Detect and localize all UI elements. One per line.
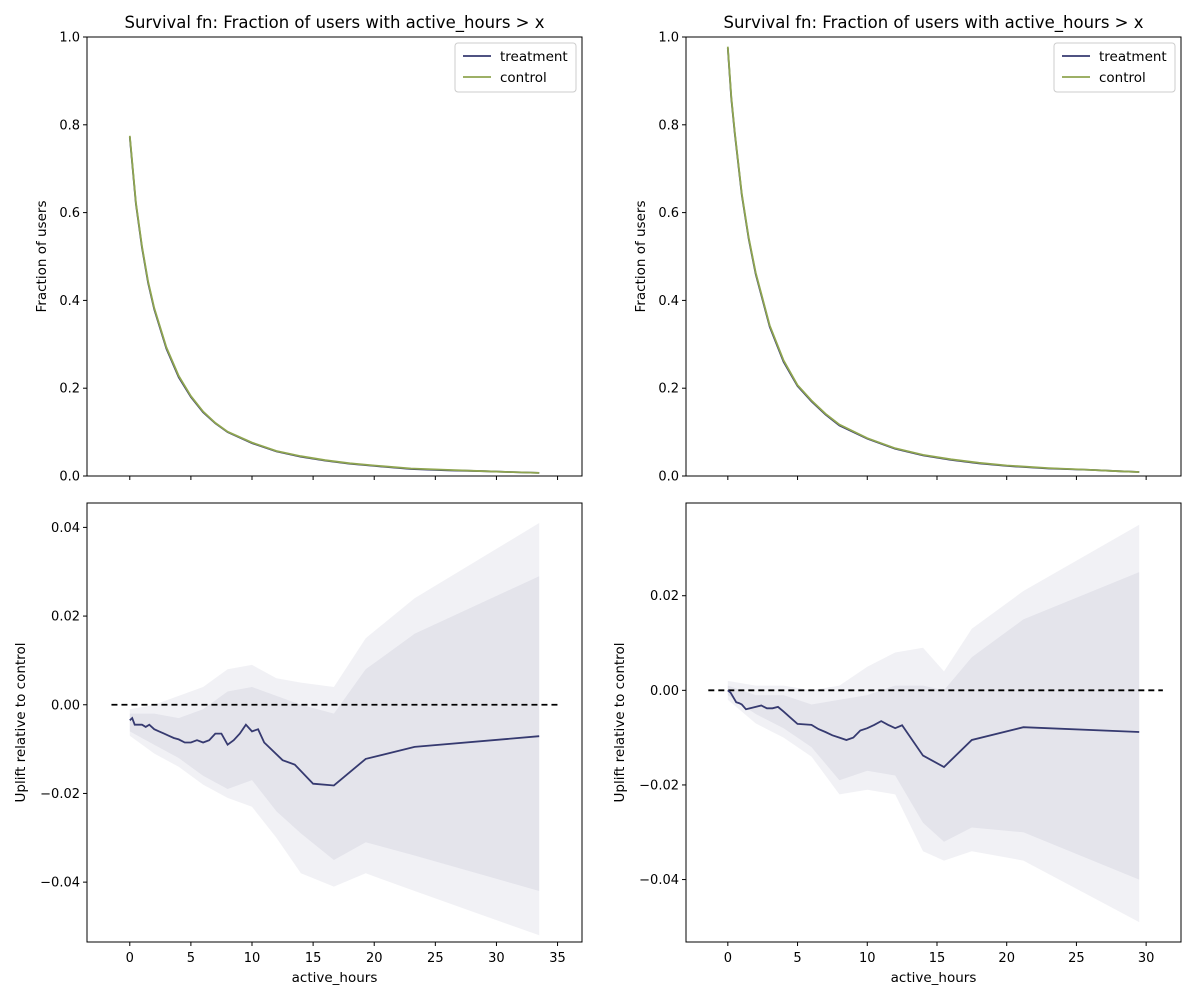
survival-right-axes-frame xyxy=(685,36,1182,477)
survival-left-y-tick-label: 0.8 xyxy=(59,118,80,133)
survival-left-line-control xyxy=(128,135,540,474)
uplift-left-y-tick-label: −0.02 xyxy=(40,787,80,802)
uplift-left-panel: 0 5 10 15 20 25 30 35 −0.04 −0.02 0.00 0.02 0.04 acti… xyxy=(13,502,583,986)
uplift-left-y-tick-label: 0.00 xyxy=(51,698,80,713)
uplift-right-y-tick-label: 0.02 xyxy=(650,589,679,604)
survival-left-y-tick-label: 1.0 xyxy=(59,31,80,46)
uplift-left-y-tick-label: −0.04 xyxy=(40,876,80,891)
uplift-right-band-inner xyxy=(727,572,1140,880)
survival-left-line-treatment xyxy=(128,137,540,474)
survival-right-y-axis-label: Fraction of users xyxy=(633,201,649,313)
uplift-left-axes-frame xyxy=(86,502,583,943)
survival-right-y-tick-label: 0.2 xyxy=(658,382,679,397)
survival-left-legend: treatment control xyxy=(454,42,577,93)
survival-right-panel: 0.0 0.2 0.4 0.6 0.8 1.0 Survival fn: Fraction … xyxy=(633,13,1182,485)
uplift-left-line-uplift xyxy=(129,716,540,787)
survival-right-y-tick-label: 0.4 xyxy=(658,294,679,309)
survival-right-line-treatment xyxy=(726,47,1140,473)
survival-left-y-tick-label: 0.2 xyxy=(59,382,80,397)
survival-left-title: Survival fn: Fraction of users with acti… xyxy=(124,13,544,33)
uplift-left-x-tick-label: 0 xyxy=(126,951,134,966)
uplift-right-x-tick-label: 25 xyxy=(1068,951,1085,966)
survival-left-y-tick-label: 0.6 xyxy=(59,206,80,221)
survival-right-legend-label-treatment: treatment xyxy=(1099,49,1167,65)
survival-right-y-tick-label: 0.6 xyxy=(658,206,679,221)
survival-right-y-tick-label: 0.8 xyxy=(658,118,679,133)
uplift-left-band-inner xyxy=(129,576,540,891)
uplift-left-y-tick-label: 0.04 xyxy=(51,521,80,536)
uplift-left-y-tick-label: 0.02 xyxy=(51,610,80,625)
uplift-left-x-axis-label: active_hours xyxy=(292,970,378,986)
survival-left-legend-label-control: control xyxy=(500,70,547,86)
uplift-left-x-tick-label: 20 xyxy=(366,951,383,966)
survival-right-legend: treatment control xyxy=(1053,42,1176,93)
uplift-right-x-tick-label: 30 xyxy=(1138,951,1155,966)
survival-right-legend-label-control: control xyxy=(1099,70,1146,86)
survival-left-y-axis-label: Fraction of users xyxy=(34,201,50,313)
survival-right-line-control xyxy=(726,46,1140,473)
uplift-right-x-tick-label: 15 xyxy=(929,951,946,966)
uplift-right-band-outer xyxy=(727,524,1140,923)
uplift-right-panel: 0 5 10 15 20 25 30 −0.04 −0.02 0.00 0.02 active_hou… xyxy=(612,502,1182,986)
survival-left-legend-label-treatment: treatment xyxy=(500,49,568,65)
uplift-right-x-tick-label: 5 xyxy=(793,951,801,966)
uplift-right-axes-frame xyxy=(685,502,1182,943)
survival-left-panel: 0.0 0.2 0.4 0.6 0.8 1.0 Survival fn: Fraction … xyxy=(34,13,583,485)
uplift-right-y-axis-label: Uplift relative to control xyxy=(612,643,628,803)
survival-left-y-tick-label: 0.4 xyxy=(59,294,80,309)
uplift-right-y-tick-label: −0.04 xyxy=(639,873,679,888)
uplift-left-x-tick-label: 35 xyxy=(549,951,566,966)
survival-right-title: Survival fn: Fraction of users with acti… xyxy=(723,13,1143,33)
uplift-right-x-tick-label: 0 xyxy=(724,951,732,966)
uplift-left-x-tick-label: 25 xyxy=(427,951,444,966)
uplift-right-x-tick-label: 20 xyxy=(998,951,1015,966)
survival-right-y-tick-label: 0.0 xyxy=(658,470,679,485)
survival-left-axes-frame xyxy=(86,36,583,477)
uplift-right-x-axis-label: active_hours xyxy=(891,970,977,986)
uplift-right-y-tick-label: −0.02 xyxy=(639,778,679,793)
uplift-left-y-axis-label: Uplift relative to control xyxy=(13,643,29,803)
survival-right-y-tick-label: 1.0 xyxy=(658,31,679,46)
uplift-left-x-tick-label: 30 xyxy=(488,951,505,966)
uplift-left-x-tick-label: 5 xyxy=(187,951,195,966)
uplift-right-y-tick-label: 0.00 xyxy=(650,684,679,699)
survival-left-y-tick-label: 0.0 xyxy=(59,470,80,485)
uplift-left-band-outer xyxy=(129,523,540,936)
uplift-left-x-tick-label: 15 xyxy=(305,951,322,966)
uplift-right-line-uplift xyxy=(727,689,1140,769)
uplift-right-x-tick-label: 10 xyxy=(859,951,876,966)
uplift-left-x-tick-label: 10 xyxy=(244,951,261,966)
